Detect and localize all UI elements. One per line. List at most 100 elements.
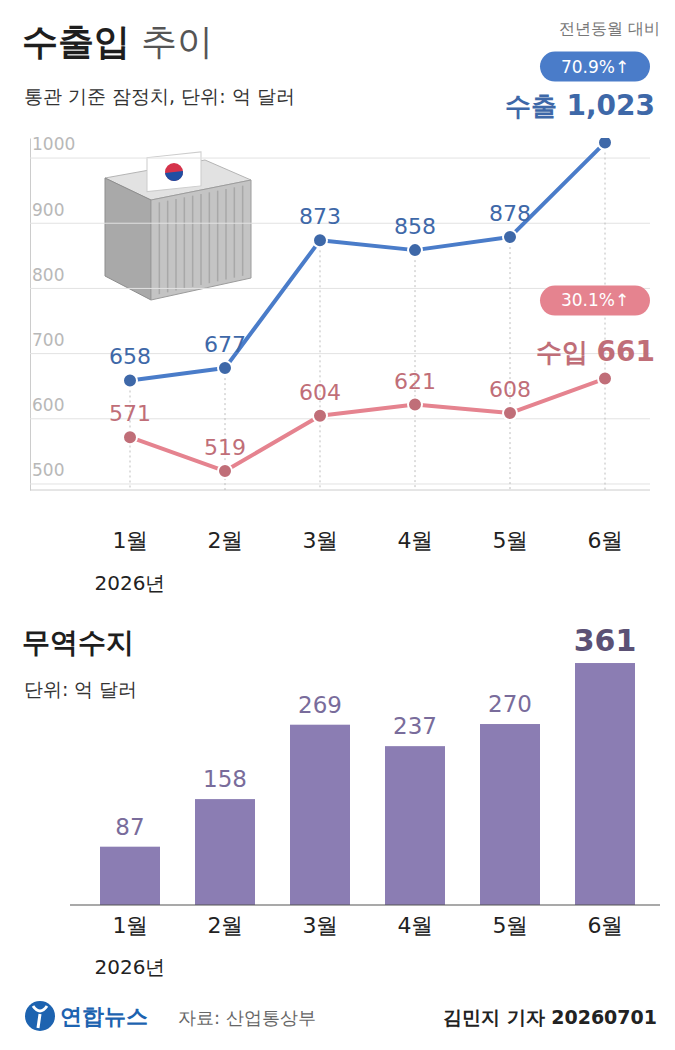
bar	[385, 746, 445, 905]
bar	[480, 724, 540, 905]
data-label: 158	[203, 766, 247, 792]
x-tick: 4월	[398, 528, 434, 553]
tick-label: 900	[32, 200, 64, 220]
subtitle: 통관 기준 잠정치, 단위: 억 달러	[24, 85, 295, 107]
container-stripe	[217, 191, 219, 282]
tick-label: 4월	[398, 913, 434, 938]
data-label: 604	[299, 380, 341, 405]
chart-container: 수출입 추이통관 기준 잠정치, 단위: 억 달러 전년동월 대비 500 600 70…	[0, 0, 675, 1050]
tick-label: 600	[32, 395, 64, 415]
x-tick: 3월	[303, 528, 339, 553]
data-label: 87	[115, 814, 144, 840]
byline: 김민지 기자 20260701	[443, 1006, 657, 1028]
x-tick: 5월	[493, 913, 529, 938]
data-label: 878	[489, 201, 531, 226]
flag-circle	[165, 163, 183, 181]
tick-label: 3월	[303, 528, 339, 553]
marker	[313, 409, 327, 423]
series-line	[130, 143, 605, 381]
marker	[218, 361, 232, 375]
data-label: 858	[394, 214, 436, 239]
x-axis-line	[30, 490, 650, 491]
publisher: 연합뉴스	[60, 1004, 148, 1029]
tick-label: 800	[32, 265, 64, 285]
drop-line	[320, 240, 321, 490]
y-tick: 500	[30, 460, 650, 484]
container-stripe	[192, 196, 194, 287]
marker	[598, 138, 612, 150]
tick-label: 6월	[588, 528, 624, 553]
yoy-badge: 70.9%↑	[540, 52, 650, 82]
container-stripe	[209, 192, 211, 283]
data-label: 661	[597, 335, 655, 368]
data-label: 873	[299, 204, 341, 229]
bar	[100, 847, 160, 905]
x-tick: 3월	[303, 913, 339, 938]
x-axis: 1월 2월 3월 4월 5월 6월	[113, 528, 624, 553]
flag-circle-blue	[165, 171, 183, 181]
badge-bg	[540, 286, 650, 316]
tick-label: 6월	[588, 913, 624, 938]
x-tick: 2월	[208, 913, 244, 938]
container-stripe	[242, 186, 244, 276]
tick-label: 500	[32, 460, 64, 480]
x-axis-line	[70, 904, 660, 905]
marker	[218, 464, 232, 478]
x-tick: 2월	[208, 528, 244, 553]
x-tick: 1월	[113, 913, 149, 938]
marker	[313, 233, 327, 247]
marker	[503, 406, 517, 420]
data-label: 608	[489, 377, 531, 402]
x-tick: 1월	[113, 528, 149, 553]
container-stripe	[159, 202, 161, 294]
marker	[123, 373, 137, 387]
data-label: 519	[204, 435, 246, 460]
line-labels: 658677873858878수출1,02370.9%↑571519604621…	[109, 52, 655, 461]
tick-label: 2월	[208, 913, 244, 938]
container-stripe	[225, 189, 227, 280]
data-label: 361	[574, 623, 637, 658]
data-label: 1,023	[566, 89, 655, 122]
year-label: 2026년	[95, 571, 166, 595]
drop-line	[510, 237, 511, 490]
container-front	[151, 180, 251, 300]
container-side	[105, 178, 151, 300]
container-icon	[105, 152, 251, 300]
grid-line	[30, 158, 650, 159]
badge-text: 30.1%↑	[561, 290, 629, 310]
end-label: 수출 1,023	[505, 89, 655, 122]
x-axis: 1월 2월 3월 4월 5월 6월	[113, 913, 624, 938]
badge-bg	[540, 52, 650, 82]
data-label: 677	[204, 332, 246, 357]
source: 자료: 산업통상부	[178, 1007, 316, 1028]
container-stripe	[167, 201, 169, 293]
x-tick: 5월	[493, 528, 529, 553]
tick-label: 1000	[32, 134, 75, 154]
y-tick: 1000	[30, 134, 650, 158]
logo-circle	[25, 1001, 55, 1031]
data-label: 270	[488, 691, 532, 717]
series-name: 수출	[505, 91, 557, 121]
data-label: 269	[298, 692, 342, 718]
year-label: 2026년	[95, 955, 166, 979]
data-label: 658	[109, 344, 151, 369]
tick-label: 5월	[493, 528, 529, 553]
title: 수출입 추이	[22, 21, 213, 62]
badge-text: 70.9%↑	[561, 57, 629, 77]
tick-label: 5월	[493, 913, 529, 938]
tick-label: 700	[32, 330, 64, 350]
tick-label: 1월	[113, 528, 149, 553]
bar-marks	[100, 663, 635, 905]
background	[0, 0, 675, 1050]
tick-label: 4월	[398, 528, 434, 553]
logo-mark	[33, 1006, 47, 1028]
y-tick: 800	[30, 265, 650, 289]
tick-label: 2월	[208, 528, 244, 553]
series-name: 수입	[536, 337, 588, 367]
bar	[290, 725, 350, 905]
yoy-title: 전년동월 대비	[559, 19, 660, 38]
title: 무역수지	[22, 626, 134, 659]
line-marks	[123, 138, 612, 478]
series-line	[130, 379, 605, 472]
data-label: 621	[394, 369, 436, 394]
